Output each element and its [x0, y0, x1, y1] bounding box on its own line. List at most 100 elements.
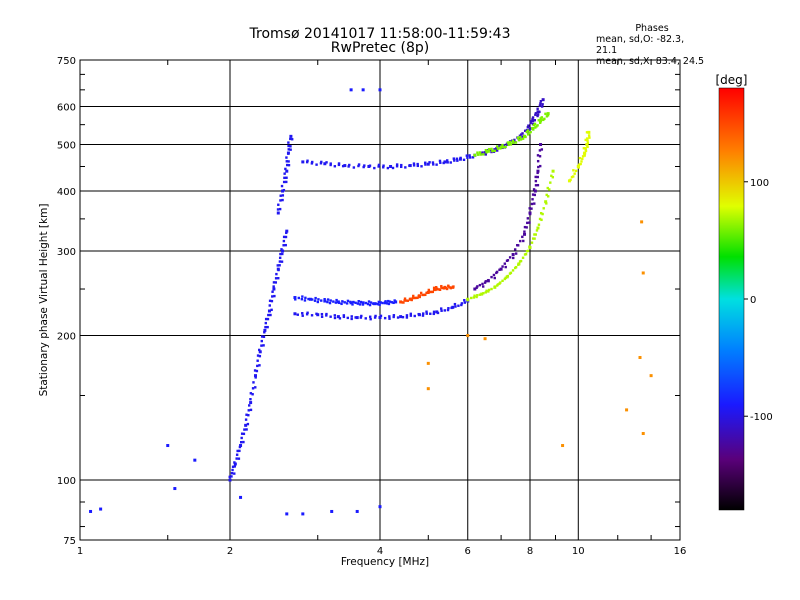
data-point: [285, 231, 288, 235]
data-point: [561, 444, 565, 448]
data-point: [406, 299, 410, 302]
data-point: [310, 314, 314, 317]
data-point: [478, 283, 482, 287]
data-point: [526, 217, 530, 220]
data-point: [455, 157, 459, 160]
data-point: [483, 151, 487, 154]
x-tick-label: 16: [674, 546, 687, 557]
data-point: [463, 299, 466, 302]
series-group: [399, 284, 455, 304]
data-point: [533, 193, 537, 197]
data-point: [525, 226, 528, 229]
data-point: [482, 285, 485, 288]
data-point: [520, 133, 523, 136]
data-point: [89, 509, 93, 513]
data-point: [501, 143, 504, 147]
data-point: [260, 344, 263, 347]
data-point: [313, 299, 317, 302]
data-point: [336, 315, 340, 319]
data-point: [502, 143, 506, 147]
data-point: [256, 354, 260, 357]
data-point: [293, 312, 297, 316]
data-point: [240, 436, 243, 440]
data-point: [435, 163, 438, 166]
data-point: [267, 309, 271, 313]
data-point: [495, 145, 499, 148]
data-point: [364, 317, 367, 320]
data-point: [443, 309, 446, 312]
data-point: [396, 316, 400, 319]
data-point: [417, 313, 421, 317]
data-point: [256, 359, 259, 362]
data-point: [523, 232, 527, 236]
data-point: [320, 315, 324, 318]
data-point: [438, 159, 442, 163]
data-point: [238, 449, 241, 453]
data-point: [421, 314, 425, 317]
data-point: [452, 157, 456, 160]
data-point: [368, 303, 372, 307]
data-point: [451, 285, 455, 289]
x-axis-label: Frequency [MHz]: [340, 556, 430, 568]
data-point: [410, 298, 413, 302]
data-point: [357, 300, 360, 303]
data-point: [289, 148, 292, 151]
data-point: [508, 256, 512, 259]
data-point: [337, 163, 341, 167]
data-point: [279, 199, 282, 202]
data-point: [251, 393, 254, 396]
data-point: [533, 233, 536, 236]
data-point: [586, 145, 589, 149]
data-point: [429, 312, 432, 315]
data-point: [273, 294, 276, 298]
data-point: [228, 475, 231, 479]
data-point: [320, 299, 323, 302]
data-point: [343, 164, 347, 168]
data-point: [401, 315, 405, 319]
data-point: [572, 175, 575, 178]
data-point: [264, 317, 268, 321]
data-point: [354, 316, 357, 319]
data-point: [640, 220, 644, 224]
data-point: [533, 237, 536, 240]
data-point: [282, 235, 286, 239]
data-point: [481, 282, 484, 286]
data-point: [230, 472, 234, 475]
data-point: [518, 134, 522, 137]
data-point: [413, 314, 416, 318]
data-point: [451, 305, 455, 309]
data-point: [476, 285, 479, 288]
data-point: [476, 153, 480, 156]
data-point: [271, 295, 274, 298]
data-point: [516, 136, 520, 139]
data-point: [280, 248, 283, 251]
data-point: [383, 301, 387, 305]
data-point: [425, 310, 428, 313]
data-point: [301, 512, 305, 516]
data-point: [231, 465, 235, 468]
data-point: [326, 298, 330, 301]
data-point: [459, 156, 462, 160]
data-point: [437, 288, 441, 291]
data-point: [530, 202, 534, 206]
data-point: [536, 124, 539, 127]
data-point: [538, 104, 542, 107]
data-point: [495, 284, 499, 287]
data-point: [573, 172, 576, 175]
data-point: [478, 151, 482, 154]
data-point: [483, 281, 487, 284]
data-point: [587, 130, 591, 134]
data-point: [233, 465, 237, 468]
data-point: [536, 107, 539, 110]
data-point: [504, 145, 507, 149]
data-point: [359, 300, 363, 304]
data-point: [285, 163, 289, 167]
data-point: [266, 317, 270, 321]
data-point: [577, 163, 581, 166]
data-point: [528, 207, 531, 210]
colorbar-label: [deg]: [716, 73, 748, 87]
data-point: [548, 188, 551, 191]
data-point: [481, 151, 484, 154]
data-point: [540, 116, 544, 119]
data-point: [479, 153, 482, 156]
